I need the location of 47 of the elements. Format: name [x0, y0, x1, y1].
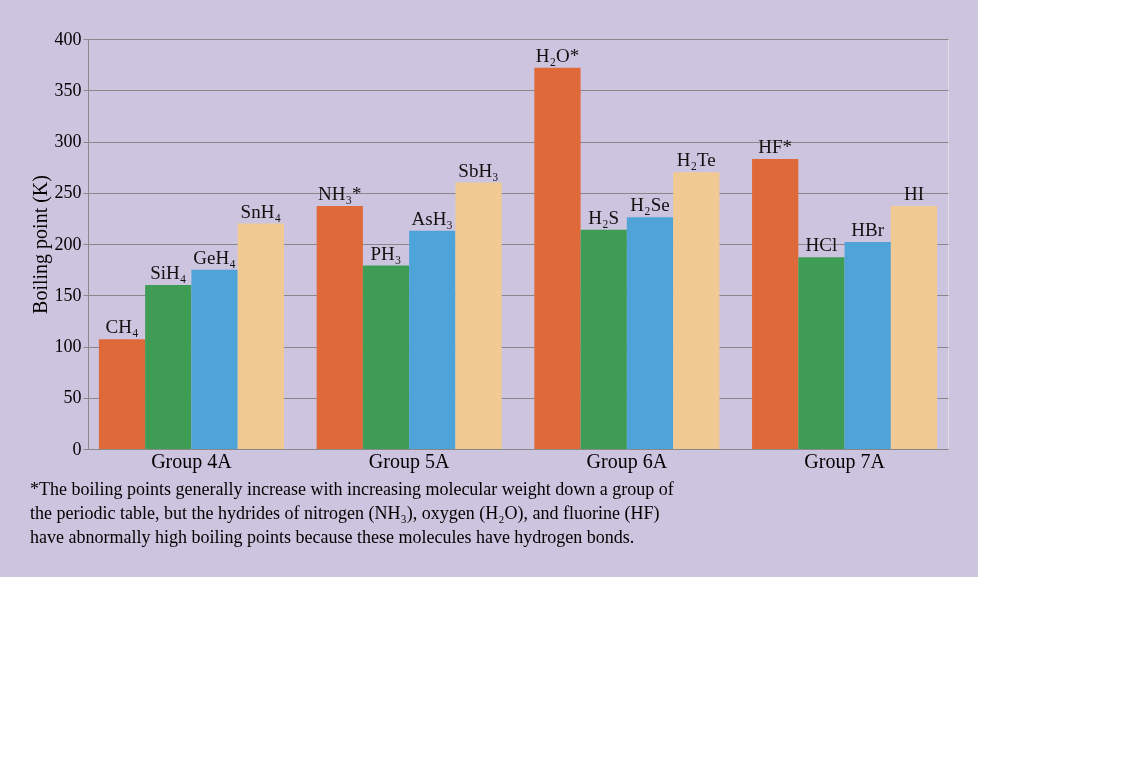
- bar: [191, 269, 238, 449]
- bar: [673, 172, 720, 449]
- bar: [890, 206, 938, 449]
- bar: [145, 285, 192, 449]
- data-label: H₂O*: [535, 44, 580, 66]
- bar: [362, 265, 410, 449]
- data-label: H₂S: [588, 206, 620, 228]
- data-label: HF*: [758, 135, 793, 157]
- data-label: GeH₄: [193, 246, 236, 268]
- data-label: CH₄: [105, 316, 139, 338]
- data-label: PH₃: [370, 242, 402, 264]
- data-label: HBr: [851, 218, 885, 240]
- data-label: SiH₄: [150, 262, 187, 283]
- bar: [409, 230, 456, 449]
- bar: [237, 223, 284, 449]
- bar: [316, 206, 363, 449]
- bar: [798, 257, 845, 449]
- x-tick-label: Group 4A: [151, 449, 233, 473]
- y-tick-label: 200: [54, 233, 82, 254]
- bar: [534, 67, 581, 449]
- x-tick-label: Group 5A: [368, 449, 450, 473]
- bar: [626, 217, 674, 449]
- y-tick-label: 350: [54, 79, 82, 100]
- bar: [455, 182, 502, 449]
- y-tick-label: 250: [54, 182, 82, 203]
- x-tick-label: Group 6A: [586, 449, 668, 473]
- y-tick-label: 100: [54, 336, 82, 356]
- text: *The boiling points generally increase with increasing molecular weight down a group of the periodic table, but the hydrides of nitrogen (NH₃), oxygen (H₂O), and fluorine (HF) have abnormally high boiling points because these molecules have hydrogen bonds.: [30, 479, 674, 547]
- bar: [580, 229, 627, 449]
- y-tick-label: 0: [72, 438, 82, 459]
- data-label: H₂Te: [676, 149, 716, 171]
- y-axis-title: Boiling point (K): [28, 175, 52, 314]
- data-label: SnH₄: [240, 200, 282, 222]
- data-label: SbH₃: [458, 159, 499, 181]
- y-tick-label: 300: [54, 131, 82, 151]
- data-label: HI: [903, 183, 925, 205]
- bar: [752, 158, 799, 449]
- data-label: HCl: [805, 234, 838, 256]
- y-tick-label: 400: [54, 28, 82, 49]
- x-tick-label: Group 7A: [804, 449, 886, 473]
- data-label: H₂Se: [630, 194, 670, 216]
- data-label: NH₃*: [317, 183, 362, 205]
- y-tick-label: 150: [54, 284, 82, 305]
- data-label: AsH₃: [411, 207, 454, 229]
- bar: [98, 339, 146, 449]
- bar: [844, 241, 891, 449]
- y-tick-label: 50: [63, 387, 82, 408]
